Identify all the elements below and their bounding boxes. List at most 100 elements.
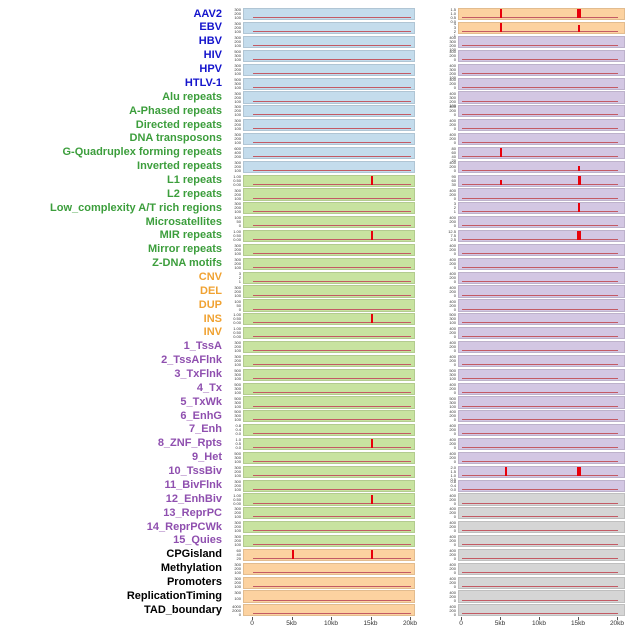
row-label-15-quies: 15_Quies (173, 534, 222, 547)
signal-baseline (462, 502, 618, 504)
y-tick-label: 200 (449, 565, 456, 571)
track-panel-left-5-txwk (243, 396, 415, 409)
y-axis-ticks: 300 200 100 (225, 244, 241, 256)
y-tick-label: 60 (451, 150, 456, 156)
track-panel-left-14-reprpcwk (243, 521, 415, 534)
signal-baseline (462, 197, 618, 199)
signal-baseline (462, 128, 618, 130)
y-axis-ticks: 300 200 100 (225, 507, 241, 519)
y-tick-label: 0 (453, 514, 456, 520)
y-tick-label: 7.5 (450, 233, 456, 239)
signal-baseline (253, 308, 411, 310)
track-panel-right-1-tssa (458, 340, 625, 354)
signal-baseline (253, 530, 411, 532)
y-tick-label: 40 (451, 154, 456, 160)
row-label-10-tssbiv: 10_TssBiv (168, 465, 222, 478)
signal-peak (578, 166, 580, 171)
y-tick-label: 0 (238, 306, 241, 312)
y-tick-label: 500 (234, 409, 241, 415)
y-tick-label: 200 (449, 52, 456, 58)
y-tick-label: 0 (453, 84, 456, 90)
y-tick-label: 0 (453, 292, 456, 298)
y-tick-label: 400 (449, 575, 456, 581)
y-tick-label: 100 (449, 403, 456, 409)
y-tick-label: 3 (238, 270, 241, 276)
y-tick-label: 200 (449, 357, 456, 363)
y-tick-label: 500 (449, 395, 456, 401)
track-panel-left-4-tx (243, 382, 415, 395)
y-tick-label: 0 (453, 306, 456, 312)
y-tick-label: 100 (234, 84, 241, 90)
y-axis-ticks: 1.00 0.50 0.00 (225, 174, 241, 186)
signal-baseline (462, 156, 618, 158)
y-tick-label: 100 (449, 47, 456, 53)
track-panel-right-5-txwk (458, 396, 625, 409)
signal-baseline (462, 461, 618, 462)
y-tick-label: 100 (234, 542, 241, 548)
track-panel-left-10-tssbiv (243, 465, 415, 478)
y-tick-label: 300 (234, 118, 241, 124)
y-axis-ticks: 80 60 40 20 (440, 147, 456, 163)
signal-baseline (462, 100, 618, 102)
y-tick-label: 300 (234, 80, 241, 86)
track-panel-right-3-txflnk (458, 368, 625, 381)
y-tick-label: 2 (238, 274, 241, 280)
y-tick-label: 0 (453, 583, 456, 589)
y-axis-ticks: 400 200 0 (440, 382, 456, 394)
signal-baseline (253, 377, 411, 379)
row-label-13-reprpc: 13_ReprPC (163, 506, 222, 519)
track-panel-right-12-enhbiv (458, 493, 625, 506)
y-tick-label: 200 (449, 579, 456, 585)
y-axis-ticks: 300 200 100 (225, 576, 241, 588)
track-panel-right-htlv-1 (458, 77, 625, 90)
y-axis-ticks: 500 300 100 (225, 409, 241, 422)
y-tick-label: 200 (234, 482, 241, 488)
y-tick-label: 100 (234, 167, 241, 173)
y-axis-ticks: 300 200 100 (225, 535, 241, 548)
signal-peak (577, 231, 581, 241)
y-tick-label: 2.0 (450, 464, 456, 470)
y-tick-label: 300 (234, 385, 241, 391)
y-axis-ticks: 90 60 30 (440, 174, 456, 186)
y-tick-label: 300 (234, 256, 241, 262)
y-tick-label: 500 (449, 367, 456, 373)
y-tick-label: 100 (234, 486, 241, 492)
track-panel-left-mir-repeats (243, 230, 415, 243)
y-tick-label: 0 (453, 597, 456, 603)
y-axis-ticks: 60 40 20 (225, 549, 241, 561)
y-tick-label: 400 (449, 90, 456, 96)
y-tick-label: 300 (234, 7, 241, 13)
x-tick-mark (410, 617, 411, 620)
y-axis-ticks: 300 200 100 (225, 91, 241, 103)
y-tick-label: 400 (449, 492, 456, 498)
signal-peak (500, 23, 502, 33)
y-tick-label: 0 (453, 334, 456, 340)
y-axis-ticks: 400 200 0 (440, 271, 456, 283)
signal-baseline (253, 100, 411, 102)
y-tick-label: 2000 (232, 607, 241, 613)
y-axis-ticks: 400 200 0 (440, 438, 456, 450)
y-tick-label: 0.4 (450, 482, 456, 488)
y-tick-label: 200 (449, 427, 456, 433)
y-tick-label: 200 (449, 108, 456, 114)
row-label-htlv-1: HTLV-1 (184, 76, 222, 89)
y-axis-ticks: 300 200 100 (225, 160, 241, 173)
signal-baseline (253, 336, 411, 338)
x-tick-mark (578, 617, 579, 620)
track-panel-right-dna-transposons (458, 132, 625, 146)
track-panel-right-g-quadruplex-forming-repeats (458, 146, 625, 160)
signal-baseline (253, 294, 411, 296)
track-panel-right-14-reprpcwk (458, 521, 625, 534)
track-panel-right-low-complexity-a-t-rich-regions (458, 202, 625, 215)
track-panel-left-11-bivflnk (243, 479, 415, 492)
y-axis-ticks: 500 300 100 (225, 396, 241, 408)
signal-peak (370, 549, 373, 560)
y-tick-label: 400 (449, 159, 456, 165)
row-label-1-tssa: 1_TssA (183, 340, 222, 353)
y-tick-label: 12.5 (448, 229, 456, 235)
row-label-dna-transposons: DNA transposons (129, 132, 223, 145)
y-tick-label: 100 (449, 375, 456, 381)
y-axis-ticks: 400 300 200 100 (440, 36, 456, 52)
row-label-3-txflnk: 3_TxFlnk (174, 368, 222, 381)
